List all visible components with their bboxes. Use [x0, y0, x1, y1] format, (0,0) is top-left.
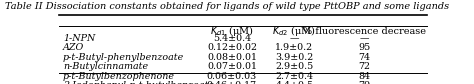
Text: —: —: [359, 34, 369, 43]
Text: 84: 84: [358, 72, 370, 81]
Text: p-t-Butyl-phenylbenzoate: p-t-Butyl-phenylbenzoate: [63, 53, 184, 62]
Text: 2.9±0.5: 2.9±0.5: [275, 62, 313, 71]
Text: 4.4±0.5: 4.4±0.5: [275, 81, 313, 84]
Text: n-Butylcinnamate: n-Butylcinnamate: [63, 62, 148, 71]
Text: p-t-Butylbenzophenone: p-t-Butylbenzophenone: [63, 72, 175, 81]
Text: 0.46±0.17: 0.46±0.17: [207, 81, 257, 84]
Text: Table II Dissociation constants obtained for ligands of wild type PttOBP and som: Table II Dissociation constants obtained…: [5, 2, 449, 11]
Text: 0.07±0.01: 0.07±0.01: [207, 62, 257, 71]
Text: 0.06±0.03: 0.06±0.03: [207, 72, 257, 81]
Text: 3.9±0.2: 3.9±0.2: [275, 53, 313, 62]
Text: 5.4±0.4: 5.4±0.4: [213, 34, 251, 43]
Text: —: —: [290, 34, 299, 43]
Text: 2-Iodophenyl-p-t-butylbenzoate: 2-Iodophenyl-p-t-butylbenzoate: [63, 81, 214, 84]
Text: 2.7±0.4: 2.7±0.4: [275, 72, 313, 81]
Text: $K_{d2}$ (μM): $K_{d2}$ (μM): [273, 24, 316, 38]
Text: 0.08±0.01: 0.08±0.01: [207, 53, 257, 62]
Text: 1-NPN: 1-NPN: [63, 34, 95, 43]
Text: 79: 79: [358, 81, 370, 84]
Text: AZO: AZO: [63, 43, 84, 52]
Text: 72: 72: [358, 62, 370, 71]
Text: 0.12±0.02: 0.12±0.02: [207, 43, 257, 52]
Text: $K_{d1}$ (μM): $K_{d1}$ (μM): [210, 24, 254, 38]
Text: 74: 74: [358, 53, 370, 62]
Text: % fluorescence decrease: % fluorescence decrease: [303, 27, 426, 36]
Text: 1.9±0.2: 1.9±0.2: [275, 43, 313, 52]
Text: 95: 95: [358, 43, 370, 52]
